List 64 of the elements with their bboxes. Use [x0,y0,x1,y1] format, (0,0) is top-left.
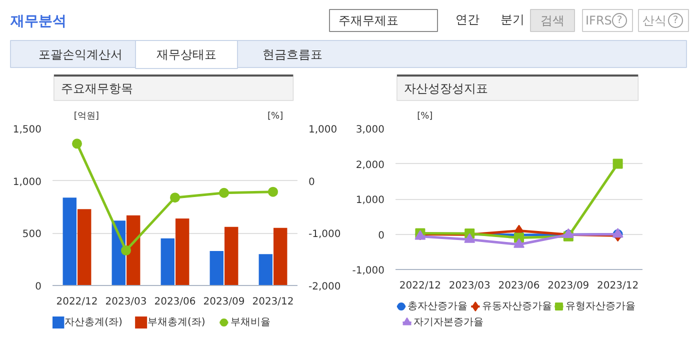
x-tick-label: 2023/03 [448,280,490,292]
text: ? [616,15,622,26]
point [464,233,476,243]
y-tick-label: 3,000 [356,124,385,136]
legend-label: 유형자산증가율 [565,301,636,312]
text: 재무상태표 [156,48,216,62]
point [170,192,180,203]
bar [258,254,273,286]
y-tick-label: 500 [22,229,42,240]
y-tick-label: 0 [378,230,385,242]
y-tick-label: 1,000 [12,176,42,188]
x-tick-label: 2023/06 [498,280,540,292]
y-tick-label: 1,000 [356,195,385,206]
text: 산식 [642,14,666,28]
bar [210,250,224,286]
point [219,188,229,198]
y-tick-label: 1,500 [12,124,42,136]
y-axis-title: [%] [417,112,433,122]
point [121,245,131,256]
point [72,138,82,149]
bar [224,226,238,286]
x-tick-label: 2022/12 [56,296,98,308]
legend-label: 부채비율 [230,317,270,328]
y2-tick-label: 1,000 [308,124,338,136]
bar [160,238,175,286]
chart-title: 주요재무항목 [61,82,134,96]
legend-label: 부채총계(좌) [148,317,206,328]
text: 분기 [500,12,524,26]
text: 연간 [456,12,480,26]
y2-tick-label: -1,000 [308,229,341,240]
text: 주재무제표 [338,14,398,28]
y-tick-label: 2,000 [356,160,385,171]
legend-label: 유동자산증가율 [482,301,552,312]
bar [126,215,140,286]
point [268,186,278,197]
legend-label: 총자산증가율 [408,301,468,312]
x-tick-label: 2023/12 [597,280,639,292]
text: 현금흐름표 [262,48,322,62]
y-axis-title: [억원] [74,112,99,122]
x-tick-label: 2023/09 [203,296,245,308]
bar [175,218,190,286]
y2-axis-title: [%] [268,112,284,122]
x-tick-label: 2023/03 [105,296,147,308]
point [612,158,623,169]
y-tick-label: 0 [35,282,42,292]
x-tick-label: 2023/09 [548,280,590,292]
y2-tick-label: 0 [308,176,315,188]
bar [62,198,77,286]
point [514,238,524,248]
x-tick-label: 2023/12 [252,296,294,308]
bar [77,209,92,286]
text: 검색 [540,14,564,28]
text: ? [672,15,678,26]
legend-label: 자산총계(좌) [64,317,123,328]
x-tick-label: 2023/06 [154,296,196,308]
text: 포괄손익계산서 [38,48,122,62]
text: 재무분석 [10,14,66,30]
bar [273,228,288,286]
chart-title: 자산성장성지표 [404,82,488,96]
legend-label: 자기자본증가율 [414,317,484,328]
x-tick-label: 2022/12 [399,280,441,292]
text: IFRS [586,14,612,28]
y-tick-label: -1,000 [352,266,385,276]
y2-tick-label: -2,000 [308,282,341,292]
